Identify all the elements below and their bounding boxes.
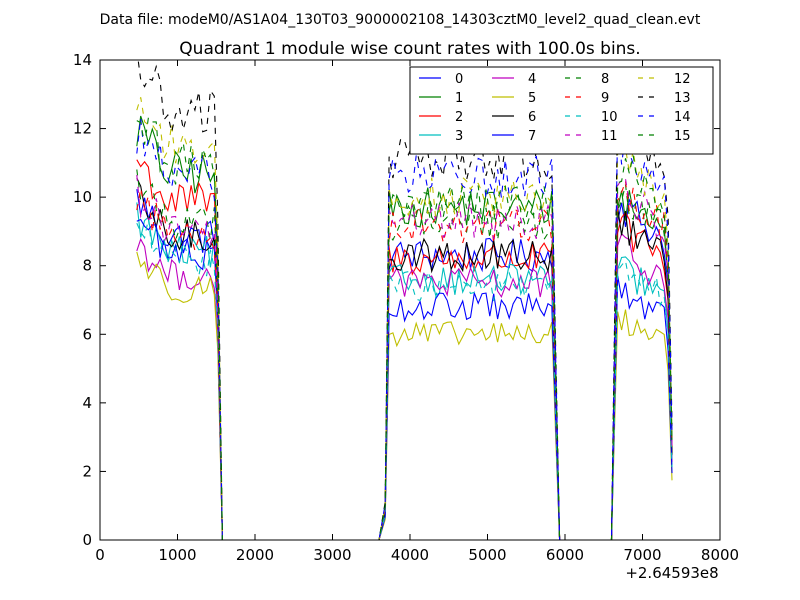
series-line-5 (136, 251, 673, 540)
x-tick-label: 3000 (313, 546, 351, 564)
series-line-11 (136, 174, 673, 540)
legend-label-2: 2 (455, 110, 463, 125)
x-tick-label: 5000 (468, 546, 506, 564)
legend-label-4: 4 (528, 72, 536, 87)
legend-label-8: 8 (601, 72, 609, 87)
legend-label-1: 1 (455, 91, 463, 106)
series-line-4 (136, 232, 673, 540)
legend-label-13: 13 (674, 91, 691, 106)
y-tick-label: 8 (82, 257, 92, 275)
legend-label-5: 5 (528, 91, 536, 106)
legend-label-6: 6 (528, 110, 536, 125)
axis-ticks: 0 1000 2000 3000 4000 5000 6000 7000 80000246810… (73, 51, 739, 564)
legend-label-15: 15 (674, 129, 691, 144)
series-line-7 (136, 218, 673, 540)
y-tick-label: 2 (82, 462, 92, 480)
legend-label-12: 12 (674, 72, 691, 87)
legend-box (409, 66, 714, 155)
x-tick-label: 7000 (623, 546, 661, 564)
series-line-14 (136, 118, 673, 540)
legend-label-7: 7 (528, 129, 536, 144)
x-tick-label: 0 (95, 546, 105, 564)
y-tick-label: 4 (82, 394, 92, 412)
legend-label-11: 11 (601, 129, 618, 144)
series-line-10 (136, 218, 673, 540)
x-tick-label: 6000 (546, 546, 584, 564)
series-line-13 (137, 60, 673, 540)
x-tick-label: 8000 (701, 546, 739, 564)
legend-label-3: 3 (455, 129, 463, 144)
y-tick-label: 12 (73, 120, 92, 138)
y-tick-label: 6 (82, 325, 92, 343)
x-tick-label: 1000 (158, 546, 196, 564)
chart-title: Quadrant 1 module wise count rates with … (179, 39, 640, 59)
legend-label-14: 14 (674, 110, 691, 125)
legend-label-9: 9 (601, 91, 609, 106)
y-tick-label: 0 (82, 531, 92, 549)
series-lines (136, 60, 673, 540)
suptitle: Data file: modeM0/AS1A04_130T03_90000021… (100, 12, 701, 28)
legend-label-0: 0 (455, 72, 463, 87)
x-tick-label: 4000 (391, 546, 429, 564)
legend-label-10: 10 (601, 110, 618, 125)
y-tick-label: 10 (73, 188, 92, 206)
x-tick-label: 2000 (236, 546, 274, 564)
x-offset-label: +2.64593e8 (625, 564, 718, 582)
y-tick-label: 14 (73, 51, 92, 69)
series-line-8 (136, 169, 673, 540)
